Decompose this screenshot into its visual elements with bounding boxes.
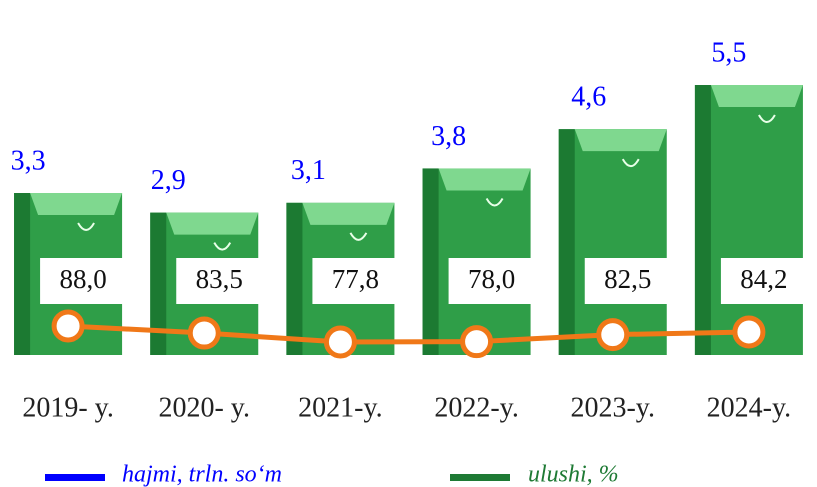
- bar-value-label: 3,8: [431, 121, 466, 152]
- line-value-label: 84,2: [740, 264, 787, 294]
- point: [51, 309, 85, 343]
- legend-swatch: [45, 474, 105, 481]
- point: [187, 316, 221, 350]
- bar-value-label: 2,9: [151, 165, 186, 196]
- bag-top: [30, 193, 123, 215]
- x-tick-label: 2021-y.: [298, 392, 383, 423]
- bar-value-label: 3,1: [291, 155, 326, 186]
- x-tick-label: 2019- y.: [22, 392, 114, 423]
- x-tick-label: 2022-y.: [434, 392, 519, 423]
- label-box: [448, 258, 535, 304]
- bag-handle: [349, 232, 368, 241]
- bar-value-label: 4,6: [571, 82, 606, 113]
- bag-side: [14, 193, 31, 355]
- x-tick-label: 2020- y.: [158, 392, 250, 423]
- bag-side: [286, 202, 303, 355]
- bag-side: [558, 129, 575, 355]
- line-value-label: 78,0: [468, 264, 515, 294]
- bag-top: [302, 202, 395, 225]
- bag-handle: [758, 114, 776, 123]
- point: [323, 325, 357, 359]
- bar-value-label: 3,3: [11, 145, 46, 176]
- label-box: [176, 258, 263, 304]
- x-tick-label: 2024-y.: [707, 392, 792, 423]
- bar: [558, 129, 667, 355]
- point: [460, 325, 494, 359]
- bag-top: [166, 212, 259, 235]
- line-value-label: 88,0: [59, 264, 106, 294]
- bag-top: [710, 85, 803, 107]
- label-box: [312, 258, 399, 304]
- bag-handle: [213, 242, 232, 251]
- bag-top: [574, 129, 667, 152]
- label-box: [720, 258, 807, 304]
- line-value-label: 77,8: [332, 264, 379, 294]
- bar: [694, 85, 803, 355]
- bar-value-label: 5,5: [711, 37, 746, 68]
- bag-side: [422, 168, 439, 355]
- bag-handle: [77, 222, 95, 231]
- bag-top: [438, 168, 531, 191]
- bag-side: [694, 85, 711, 355]
- line-value-label: 83,5: [196, 264, 243, 294]
- label-box: [40, 258, 127, 304]
- line: [67, 323, 749, 345]
- legend-swatch: [450, 474, 510, 481]
- point: [596, 318, 630, 352]
- x-tick-label: 2023-y.: [570, 392, 655, 423]
- bag-handle: [621, 158, 640, 168]
- legend-label: ulushi, %: [528, 462, 619, 487]
- label-box: [584, 258, 671, 304]
- bag-handle: [485, 197, 504, 207]
- point: [732, 315, 766, 349]
- bag-side: [150, 212, 167, 355]
- line-value-label: 82,5: [604, 264, 651, 294]
- legend-label: hajmi, trln. so‘m: [122, 462, 282, 487]
